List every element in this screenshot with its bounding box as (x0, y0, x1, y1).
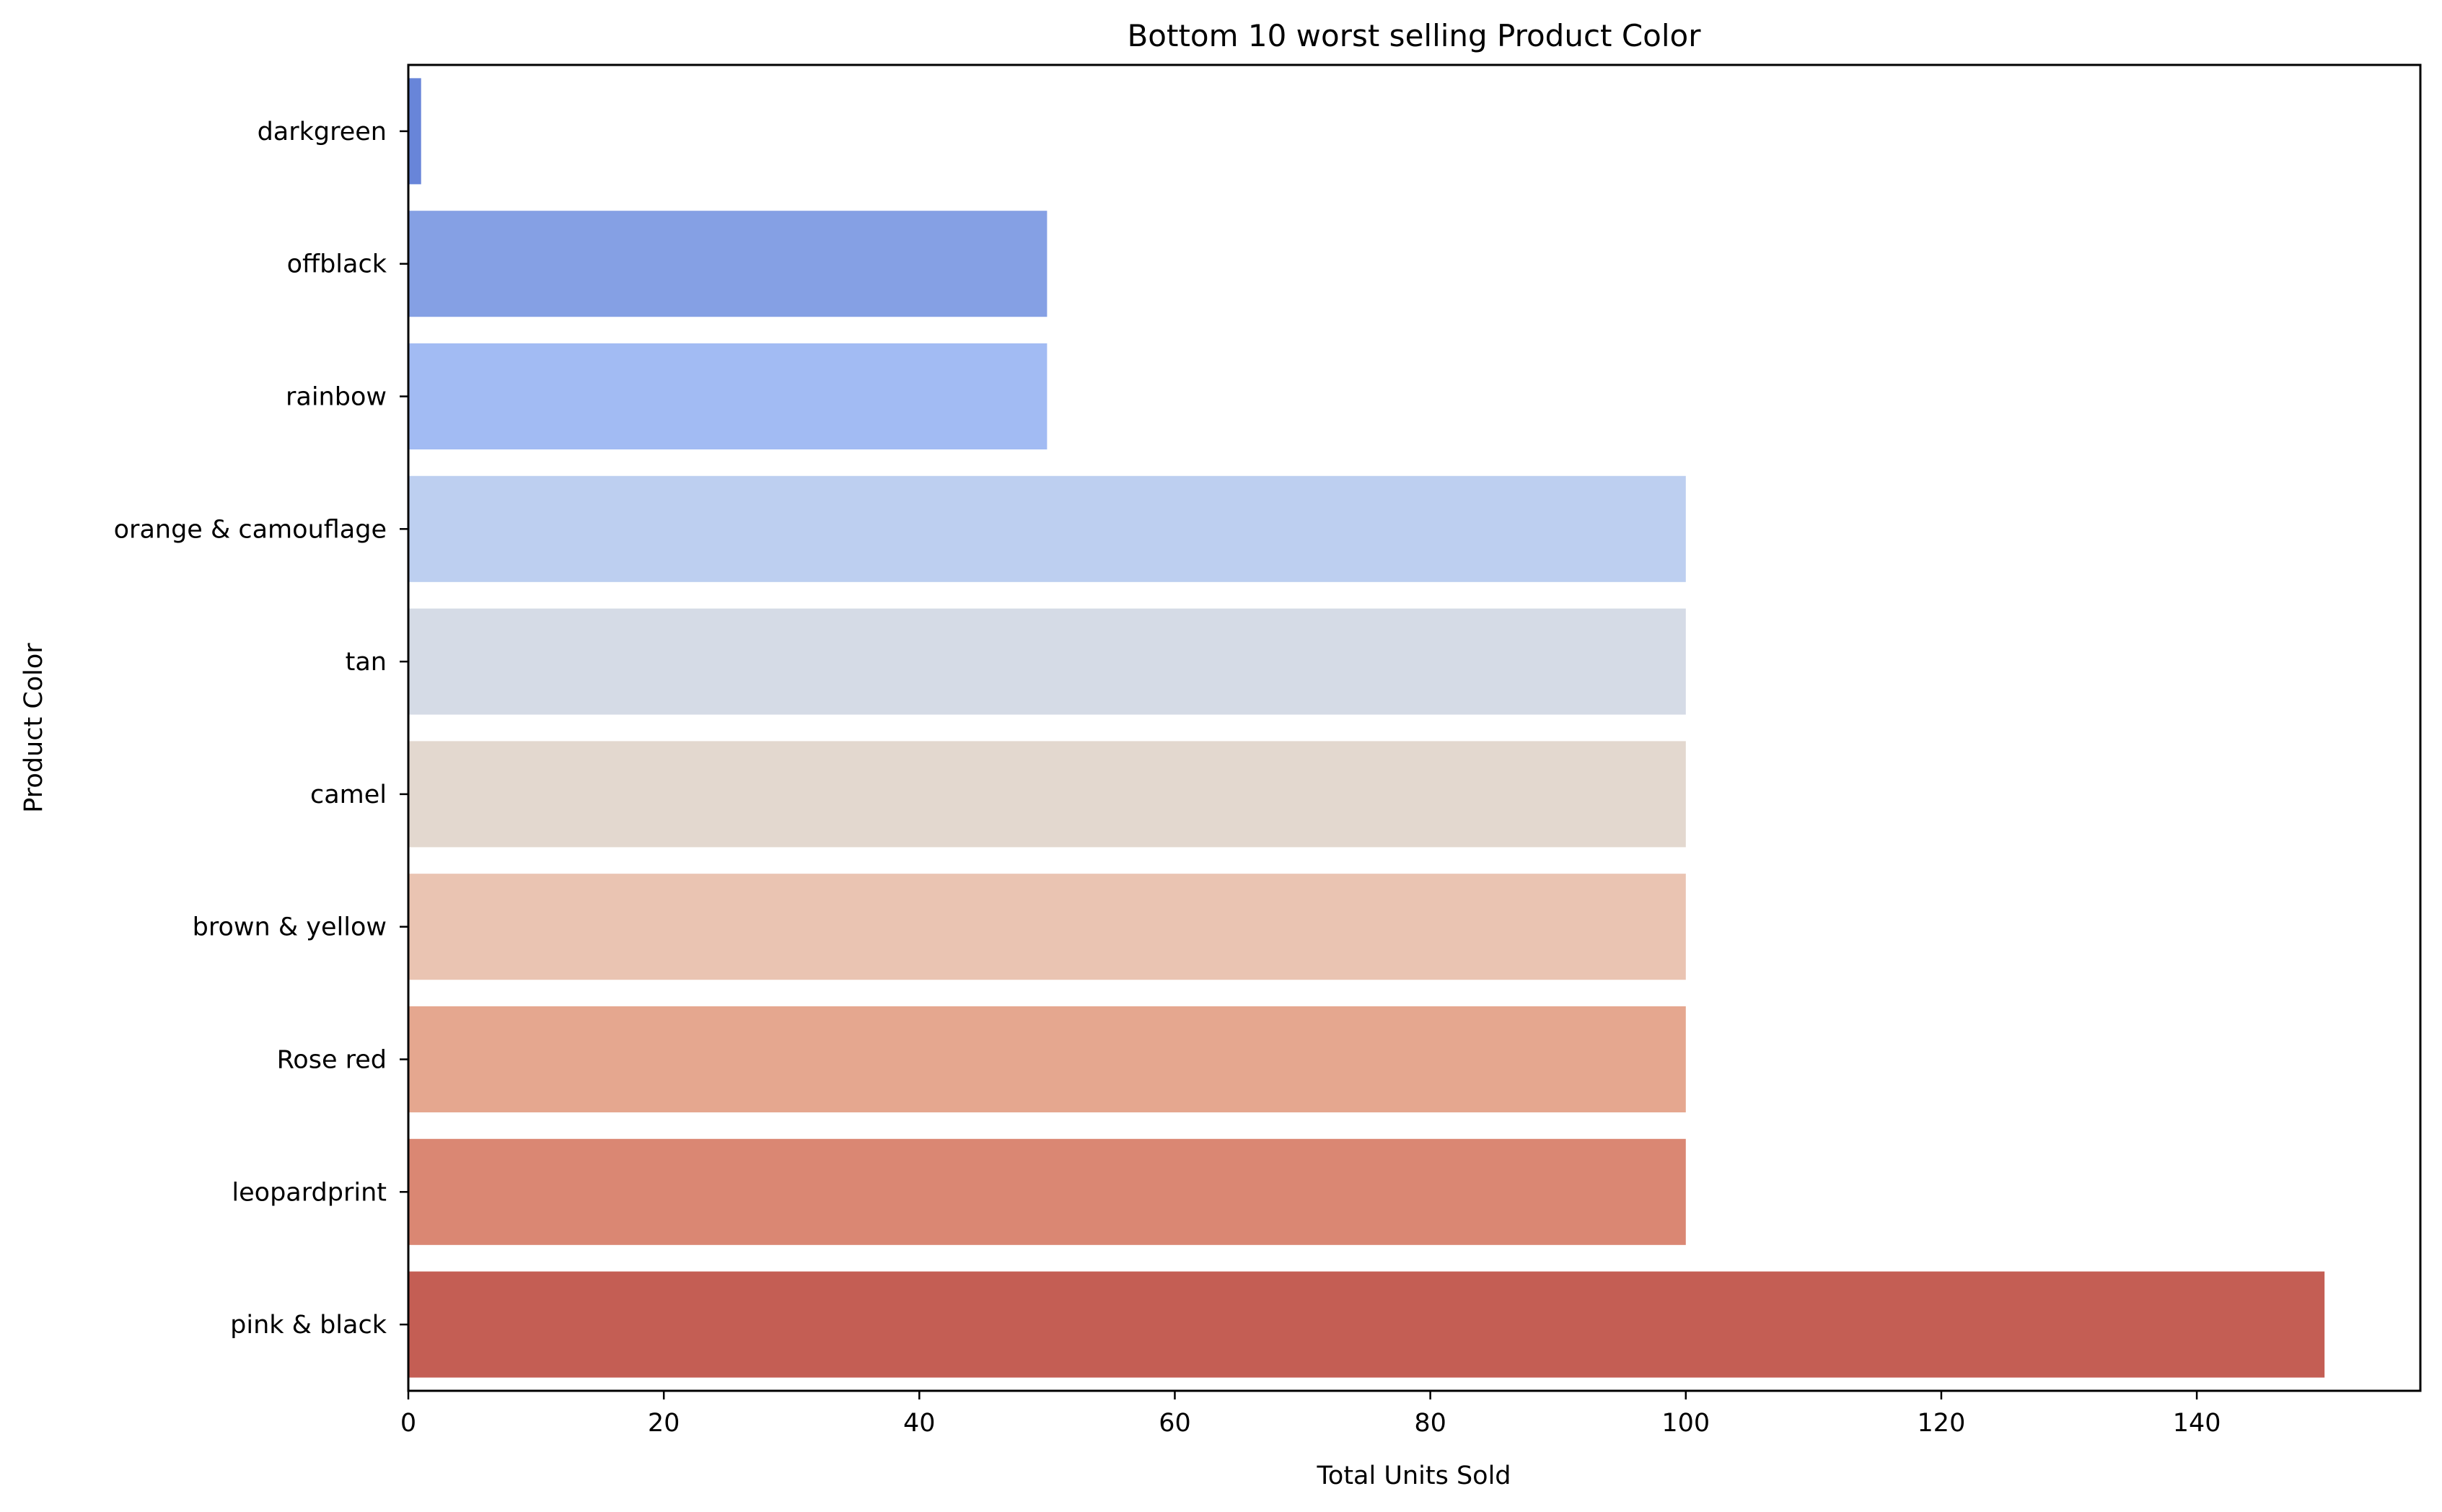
y-tick-label: offblack (287, 250, 387, 279)
x-tick-label: 80 (1414, 1409, 1446, 1438)
bar (408, 1006, 1686, 1113)
bar (408, 608, 1686, 715)
bar (408, 1138, 1686, 1245)
bar (408, 343, 1047, 450)
plot-frame (407, 63, 2422, 1392)
bars-group (408, 78, 2325, 1378)
y-tick-label: brown & yellow (193, 913, 387, 942)
x-axis-ticks: 0 20 40 60 80 100 120 140 (400, 1391, 2221, 1438)
y-tick-label: tan (346, 648, 387, 677)
bar (408, 211, 1047, 317)
y-tick-label: orange & camouflage (114, 515, 387, 544)
x-tick-label: 100 (1661, 1409, 1710, 1438)
x-tick-label: 0 (400, 1409, 416, 1438)
x-tick-label: 20 (648, 1409, 680, 1438)
x-tick-label: 60 (1159, 1409, 1191, 1438)
y-tick-label: camel (310, 781, 387, 809)
y-tick-label: pink & black (230, 1311, 387, 1340)
y-axis-label: Product Color (19, 643, 48, 813)
chart-title: Bottom 10 worst selling Product Color (1127, 18, 1701, 53)
bar (408, 78, 421, 185)
x-tick-label: 120 (1918, 1409, 1966, 1438)
x-axis-label: Total Units Sold (1316, 1462, 1511, 1490)
x-tick-label: 40 (903, 1409, 936, 1438)
bar (408, 475, 1686, 582)
bar (408, 1271, 2325, 1378)
x-tick-label: 140 (2173, 1409, 2221, 1438)
bar (408, 741, 1686, 848)
y-tick-label: Rose red (277, 1046, 387, 1075)
y-tick-label: leopardprint (232, 1178, 387, 1207)
y-tick-label: rainbow (286, 383, 387, 412)
y-axis-ticks: darkgreen offblack rainbow orange & camoufl… (114, 118, 408, 1340)
y-tick-label: darkgreen (258, 118, 387, 146)
bar (408, 874, 1686, 980)
